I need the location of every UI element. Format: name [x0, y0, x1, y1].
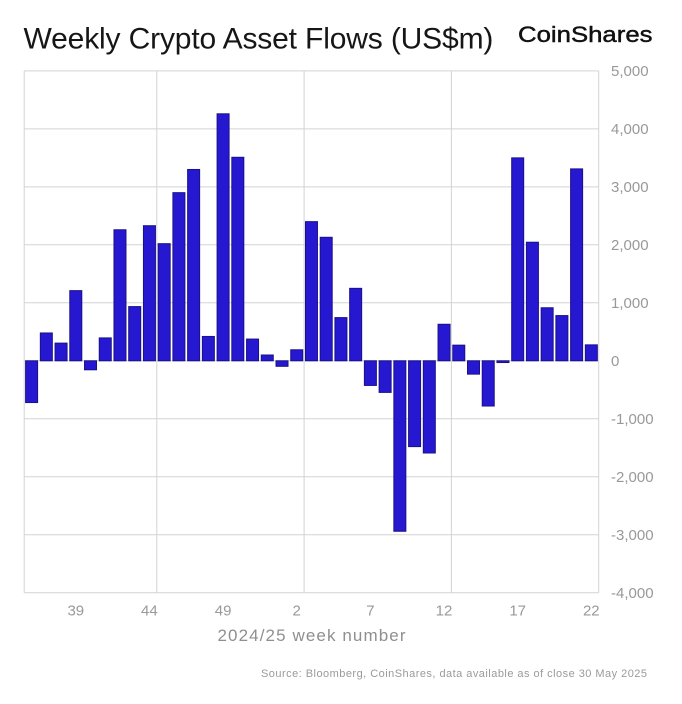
- svg-text:-3,000: -3,000: [611, 527, 654, 544]
- svg-text:2,000: 2,000: [611, 237, 649, 254]
- svg-text:17: 17: [509, 603, 526, 620]
- svg-text:49: 49: [215, 603, 232, 620]
- svg-text:-4,000: -4,000: [611, 585, 654, 602]
- svg-text:Source: Bloomberg, CoinShares,: Source: Bloomberg, CoinShares, data avai…: [261, 668, 647, 680]
- svg-text:4,000: 4,000: [611, 121, 649, 138]
- svg-text:7: 7: [366, 603, 374, 620]
- svg-text:0: 0: [611, 353, 619, 370]
- svg-text:5,000: 5,000: [611, 63, 649, 80]
- svg-text:CoinShares: CoinShares: [518, 22, 653, 47]
- svg-text:1,000: 1,000: [611, 295, 649, 312]
- svg-text:-2,000: -2,000: [611, 469, 654, 486]
- svg-text:Weekly Crypto Asset Flows (US$: Weekly Crypto Asset Flows (US$m): [24, 23, 494, 56]
- svg-text:2024/25 week number: 2024/25 week number: [218, 626, 406, 645]
- svg-text:39: 39: [67, 603, 84, 620]
- svg-text:12: 12: [436, 603, 453, 620]
- svg-text:22: 22: [583, 603, 600, 620]
- svg-text:-1,000: -1,000: [611, 411, 654, 428]
- svg-text:3,000: 3,000: [611, 179, 649, 196]
- svg-text:2: 2: [293, 603, 301, 620]
- svg-text:44: 44: [141, 603, 158, 620]
